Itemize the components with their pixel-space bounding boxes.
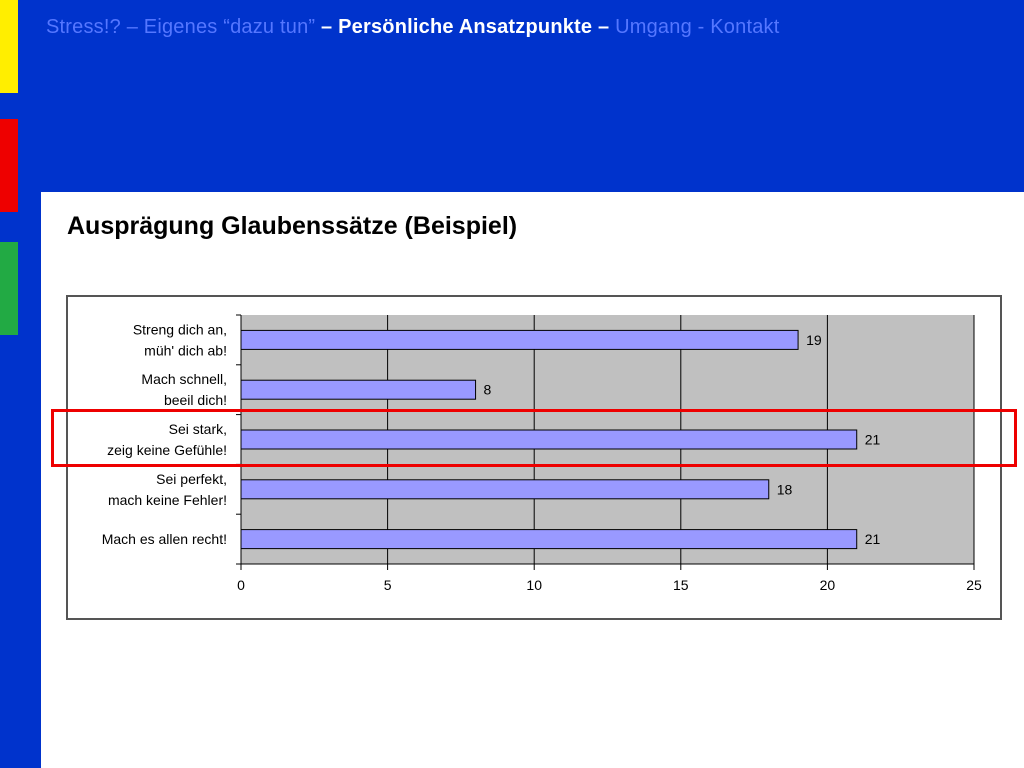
data-label: 19 — [806, 332, 822, 348]
x-tick-label: 0 — [237, 577, 245, 593]
bar — [240, 479, 770, 500]
accent-bar-red — [0, 119, 18, 212]
data-label: 21 — [865, 531, 881, 547]
content-panel: Ausprägung Glaubenssätze (Beispiel) 0 5 10… — [41, 192, 1024, 768]
category-label: müh' dich ab! — [144, 342, 227, 358]
x-tick-label: 15 — [673, 577, 689, 593]
bar — [240, 529, 858, 550]
bar — [240, 329, 799, 350]
data-label: 8 — [484, 382, 492, 398]
bar — [240, 379, 477, 400]
category-label: Mach es allen recht! — [102, 531, 227, 547]
category-label: beeil dich! — [164, 392, 227, 408]
category-label: Mach schnell, — [141, 371, 227, 387]
data-label: 18 — [777, 481, 793, 497]
x-tick-label: 20 — [820, 577, 836, 593]
data-label: 21 — [865, 432, 881, 448]
x-tick-label: 5 — [384, 577, 392, 593]
category-label: Sei perfekt, — [156, 471, 227, 487]
category-label: Sei stark, — [169, 421, 227, 437]
page-title: Ausprägung Glaubenssätze (Beispiel) — [67, 212, 518, 240]
breadcrumb: Stress!? – Eigenes “dazu tun” – Persönli… — [46, 16, 780, 39]
accent-bar-yellow — [0, 0, 18, 93]
category-label: zeig keine Gefühle! — [107, 442, 227, 458]
breadcrumb-active: – Persönliche Ansatzpunkte – — [321, 16, 610, 38]
bar — [240, 429, 858, 450]
bar-chart: 0 5 10 15 20 25 19 Streng dich an, müh' dich ab!… — [102, 314, 982, 593]
breadcrumb-suffix[interactable]: Umgang - Kontakt — [615, 16, 780, 38]
category-label: mach keine Fehler! — [108, 492, 227, 508]
chart-frame: 0 5 10 15 20 25 19 Streng dich an, müh' dich ab!… — [66, 295, 1002, 620]
accent-bar-green — [0, 242, 18, 335]
category-label: Streng dich an, — [133, 321, 227, 337]
highlight-box — [51, 409, 1017, 467]
x-tick-label: 25 — [966, 577, 982, 593]
breadcrumb-prefix[interactable]: Stress!? – Eigenes “dazu tun” — [46, 16, 316, 38]
x-tick-label: 10 — [526, 577, 542, 593]
